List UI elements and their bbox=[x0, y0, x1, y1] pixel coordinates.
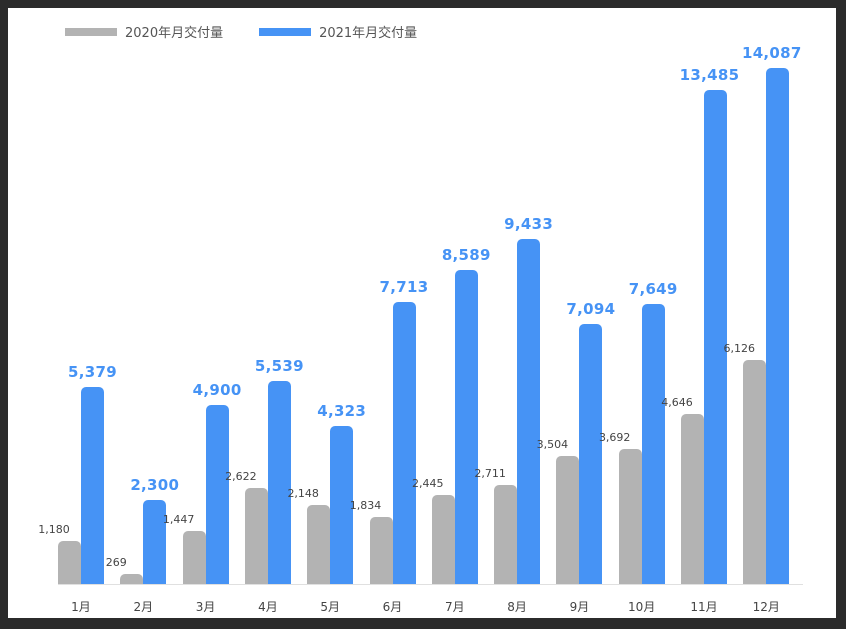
bar-2021[interactable] bbox=[205, 405, 229, 584]
data-label-2020: 1,834 bbox=[349, 499, 382, 512]
data-label-2021: 4,900 bbox=[192, 381, 242, 399]
data-label-2020: 6,126 bbox=[723, 342, 756, 355]
x-axis-tick-label: 1月 bbox=[71, 600, 91, 614]
legend-swatch-2021 bbox=[259, 27, 312, 36]
legend-swatch-2020 bbox=[65, 27, 117, 36]
bar-2021[interactable] bbox=[392, 302, 416, 584]
bar-2021[interactable] bbox=[267, 381, 291, 584]
bar-2020[interactable] bbox=[58, 541, 81, 584]
bar-2021[interactable] bbox=[641, 304, 665, 584]
bar-2021[interactable] bbox=[766, 68, 790, 584]
legend-label-2020: 2020年月交付量 bbox=[125, 26, 224, 41]
bar-2021[interactable] bbox=[330, 426, 354, 584]
bar-2021[interactable] bbox=[143, 500, 167, 584]
data-label-2020: 2,622 bbox=[225, 470, 257, 483]
x-axis-tick-label: 6月 bbox=[382, 600, 403, 614]
x-axis-tick-label: 2月 bbox=[133, 600, 154, 614]
legend: 2020年月交付量 2021年月交付量 bbox=[65, 22, 453, 41]
data-label-2021: 14,087 bbox=[741, 44, 802, 62]
data-label-2021: 9,433 bbox=[504, 215, 554, 233]
x-axis-tick-label: 8月 bbox=[507, 600, 527, 614]
bar-2020[interactable] bbox=[307, 505, 331, 584]
data-label-2021: 5,379 bbox=[68, 363, 117, 381]
x-axis-tick-label: 10月 bbox=[628, 600, 656, 614]
bar-2020[interactable] bbox=[494, 485, 518, 584]
data-label-2021: 7,713 bbox=[379, 278, 429, 296]
bar-2020[interactable] bbox=[743, 360, 767, 584]
bar-2020[interactable] bbox=[618, 449, 642, 584]
chart-panel: 2020年月交付量 2021年月交付量 1,180 5,379 1月 269 2,300… bbox=[8, 8, 836, 618]
bar-2020[interactable] bbox=[681, 414, 704, 584]
data-label-2020: 1,447 bbox=[162, 513, 195, 526]
data-label-2020: 2,148 bbox=[287, 487, 319, 500]
data-label-2020: 1,180 bbox=[38, 523, 70, 536]
data-label-2021: 7,094 bbox=[566, 300, 616, 318]
x-axis-tick-label: 3月 bbox=[195, 600, 216, 614]
x-axis-tick-label: 5月 bbox=[320, 600, 340, 614]
legend-item-2021[interactable]: 2021年月交付量 bbox=[259, 22, 417, 41]
x-axis-baseline bbox=[58, 584, 803, 585]
bar-2020[interactable] bbox=[182, 531, 206, 584]
legend-item-2020[interactable]: 2020年月交付量 bbox=[65, 22, 223, 41]
data-label-2020: 2,445 bbox=[412, 477, 444, 490]
data-label-2020: 3,692 bbox=[598, 431, 631, 444]
x-axis-tick-label: 11月 bbox=[690, 600, 718, 614]
data-label-2020: 4,646 bbox=[661, 396, 693, 409]
legend-label-2021: 2021年月交付量 bbox=[319, 26, 418, 41]
bar-2020[interactable] bbox=[556, 456, 580, 584]
data-label-2020: 269 bbox=[105, 556, 127, 569]
bar-2021[interactable] bbox=[704, 90, 727, 584]
data-label-2021: 2,300 bbox=[130, 476, 180, 494]
bar-2020[interactable] bbox=[369, 517, 393, 584]
bar-2021[interactable] bbox=[579, 324, 603, 584]
bar-2021[interactable] bbox=[454, 270, 478, 584]
data-label-2021: 13,485 bbox=[679, 66, 740, 84]
data-label-2021: 5,539 bbox=[254, 357, 304, 375]
bar-2020[interactable] bbox=[244, 488, 268, 584]
x-axis-tick-label: 7月 bbox=[444, 600, 465, 614]
x-axis-tick-label: 4月 bbox=[258, 600, 278, 614]
bar-2020[interactable] bbox=[431, 495, 455, 584]
bar-2021[interactable] bbox=[517, 239, 541, 584]
data-label-2021: 7,649 bbox=[628, 280, 678, 298]
x-axis-tick-label: 12月 bbox=[752, 600, 780, 614]
x-axis-tick-label: 9月 bbox=[569, 600, 590, 614]
data-label-2021: 4,323 bbox=[317, 402, 367, 420]
bar-2021[interactable] bbox=[81, 387, 104, 584]
data-label-2020: 2,711 bbox=[474, 467, 506, 480]
plot-area: 1,180 5,379 1月 269 2,300 2月 1,447 4,900 3月 2,622 5… bbox=[8, 8, 836, 618]
data-label-2020: 3,504 bbox=[536, 438, 569, 451]
data-label-2021: 8,589 bbox=[441, 246, 491, 264]
bar-2020[interactable] bbox=[120, 574, 144, 584]
